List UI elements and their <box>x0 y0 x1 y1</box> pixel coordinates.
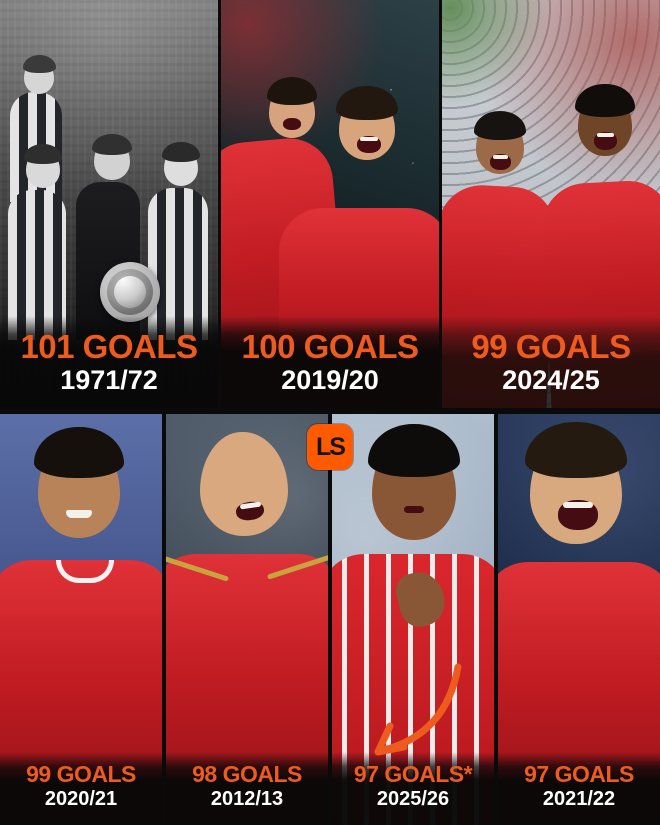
player-teeth <box>360 137 378 141</box>
player-smile <box>66 510 92 518</box>
goals-label: 99 GOALS <box>26 760 136 787</box>
player-teeth <box>563 502 593 508</box>
goals-label: 97 GOALS* <box>353 760 473 787</box>
player-head <box>367 424 461 540</box>
player-mouth <box>404 506 424 513</box>
season-label: 2019/20 <box>281 364 379 395</box>
player-head <box>525 421 627 544</box>
season-label: 2012/13 <box>210 788 284 810</box>
panel-caption: 101 GOALS 1971/72 <box>0 316 218 408</box>
player-head <box>162 142 200 186</box>
goals-label: 98 GOALS <box>192 760 302 787</box>
livescore-logo: LS <box>307 424 353 470</box>
season-label: 2025/26 <box>376 788 450 810</box>
season-label: 2024/25 <box>502 364 600 395</box>
top-row: 101 GOALS 1971/72 100 GOALS 2019/20 <box>0 0 660 408</box>
livescore-logo-text: LS <box>316 432 346 461</box>
player-teeth <box>493 155 508 159</box>
player-mouth <box>283 118 301 130</box>
goals-label: 99 GOALS <box>471 328 631 366</box>
player-head <box>33 426 125 538</box>
panel-caption: 97 GOALS 2021/22 <box>498 751 660 825</box>
player-teeth <box>597 133 614 137</box>
season-label: 2021/22 <box>542 788 616 810</box>
season-panel-1971-72: 101 GOALS 1971/72 <box>0 0 218 408</box>
season-panel-2020-21: 99 GOALS 2020/21 <box>0 414 162 825</box>
panel-caption: 99 GOALS 2020/21 <box>0 751 162 825</box>
season-label: 1971/72 <box>60 364 158 395</box>
panel-caption: 97 GOALS* 2025/26 <box>332 751 494 825</box>
season-panel-2021-22: 97 GOALS 2021/22 <box>498 414 660 825</box>
player-head <box>24 144 62 188</box>
season-label: 2020/21 <box>44 788 118 810</box>
goals-label: 101 GOALS <box>20 328 198 366</box>
championship-shield-trophy <box>100 262 160 322</box>
goalkeeper-head <box>92 134 132 180</box>
team-photo-1971 <box>0 0 218 408</box>
player-head <box>575 84 635 156</box>
player-figure <box>8 190 66 340</box>
season-panel-2025-26: 97 GOALS* 2025/26 <box>332 414 494 825</box>
panel-caption: 98 GOALS 2012/13 <box>166 751 328 825</box>
player-figure <box>148 188 208 340</box>
goals-label: 100 GOALS <box>241 328 419 366</box>
player-head <box>22 54 56 94</box>
bottom-row: 99 GOALS 2020/21 98 GOALS 2012/13 <box>0 414 660 825</box>
season-panel-2019-20: 100 GOALS 2019/20 <box>221 0 439 408</box>
panel-caption: 100 GOALS 2019/20 <box>221 316 439 408</box>
goals-label: 97 GOALS <box>524 760 634 787</box>
season-panel-2024-25: 99 GOALS 2024/25 <box>442 0 660 408</box>
panel-caption: 99 GOALS 2024/25 <box>442 316 660 408</box>
season-panel-2012-13: 98 GOALS 2012/13 <box>166 414 328 825</box>
